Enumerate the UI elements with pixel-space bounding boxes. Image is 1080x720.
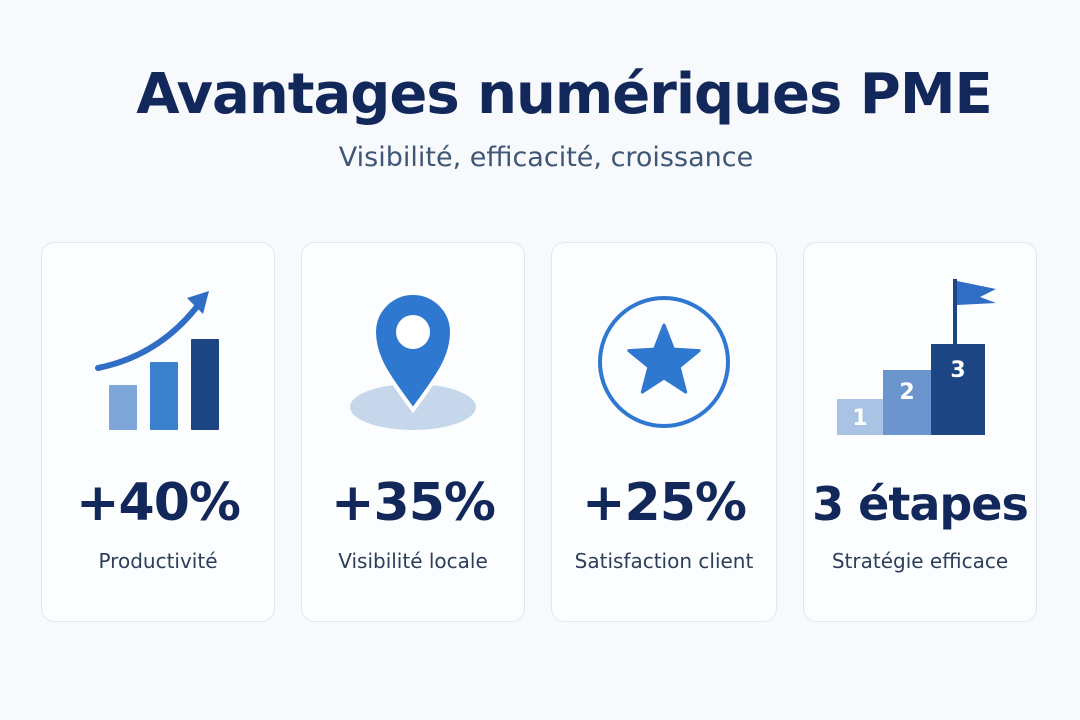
card-label: Stratégie efficace (831, 549, 1009, 573)
page-subtitle: Visibilité, efficacité, croissance (338, 142, 754, 173)
growth-chart-icon (95, 291, 219, 430)
podium-flag-icon: 1 2 3 (837, 279, 996, 435)
card-value: +40% (75, 473, 241, 533)
card-value: +25% (581, 473, 747, 533)
step-1-label: 1 (852, 406, 867, 431)
card-value: +35% (330, 473, 496, 533)
page-title: Avantages numériques PME (136, 62, 993, 127)
step-2-label: 2 (899, 380, 914, 405)
star-circle-icon (598, 296, 730, 428)
card-strategy: 1 2 3 3 étapes Stratégie efficace (803, 242, 1037, 622)
card-customer-satisfaction: +25% Satisfaction client (551, 242, 777, 622)
card-local-visibility: +35% Visibilité locale (301, 242, 525, 622)
card-value: 3 étapes (812, 477, 1029, 531)
card-label: Productivité (98, 549, 218, 573)
step-3-label: 3 (950, 358, 965, 383)
card-label: Visibilité locale (338, 549, 488, 573)
card-productivity: +40% Productivité (41, 242, 275, 622)
location-pin-icon (350, 291, 476, 430)
card-label: Satisfaction client (574, 549, 754, 573)
